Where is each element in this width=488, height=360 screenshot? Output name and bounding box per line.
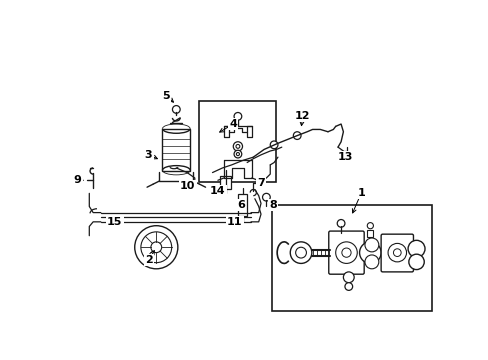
Circle shape [233, 142, 242, 151]
Circle shape [236, 144, 239, 148]
Text: 7: 7 [257, 178, 264, 188]
Bar [199, 101, 276, 182]
Circle shape [135, 226, 178, 269]
Text: 3: 3 [144, 150, 152, 160]
Text: 10: 10 [180, 181, 195, 191]
Text: 9: 9 [74, 175, 81, 185]
Circle shape [270, 141, 277, 149]
FancyBboxPatch shape [380, 234, 413, 272]
Text: 6: 6 [237, 200, 244, 210]
Circle shape [141, 232, 171, 263]
Bar [366, 230, 373, 237]
Circle shape [393, 249, 400, 256]
Circle shape [341, 248, 350, 257]
Circle shape [407, 240, 424, 257]
Circle shape [151, 242, 162, 253]
Circle shape [262, 193, 270, 201]
FancyBboxPatch shape [328, 231, 364, 274]
Circle shape [290, 242, 311, 264]
Circle shape [364, 238, 378, 252]
Circle shape [344, 283, 352, 291]
Text: 15: 15 [107, 217, 122, 227]
Text: 1: 1 [357, 188, 364, 198]
Bar [162, 129, 190, 171]
Circle shape [366, 222, 373, 229]
Circle shape [236, 153, 239, 156]
Circle shape [234, 150, 241, 158]
Circle shape [343, 272, 353, 283]
Bar [220, 176, 230, 189]
Bar [238, 194, 246, 216]
Text: 12: 12 [294, 111, 310, 121]
Bar [271, 205, 431, 311]
Circle shape [234, 112, 241, 120]
Text: 11: 11 [226, 217, 242, 227]
Circle shape [387, 243, 406, 262]
Circle shape [359, 242, 380, 264]
Text: 8: 8 [269, 200, 277, 210]
Circle shape [172, 105, 180, 113]
Text: 14: 14 [210, 186, 225, 196]
Circle shape [293, 132, 301, 139]
Circle shape [364, 255, 378, 269]
Circle shape [408, 254, 424, 270]
Circle shape [335, 242, 357, 264]
Text: 4: 4 [229, 119, 237, 129]
Circle shape [295, 247, 306, 258]
Circle shape [337, 220, 344, 227]
Text: 2: 2 [144, 255, 152, 265]
Text: 5: 5 [162, 91, 170, 100]
Text: 13: 13 [337, 152, 353, 162]
